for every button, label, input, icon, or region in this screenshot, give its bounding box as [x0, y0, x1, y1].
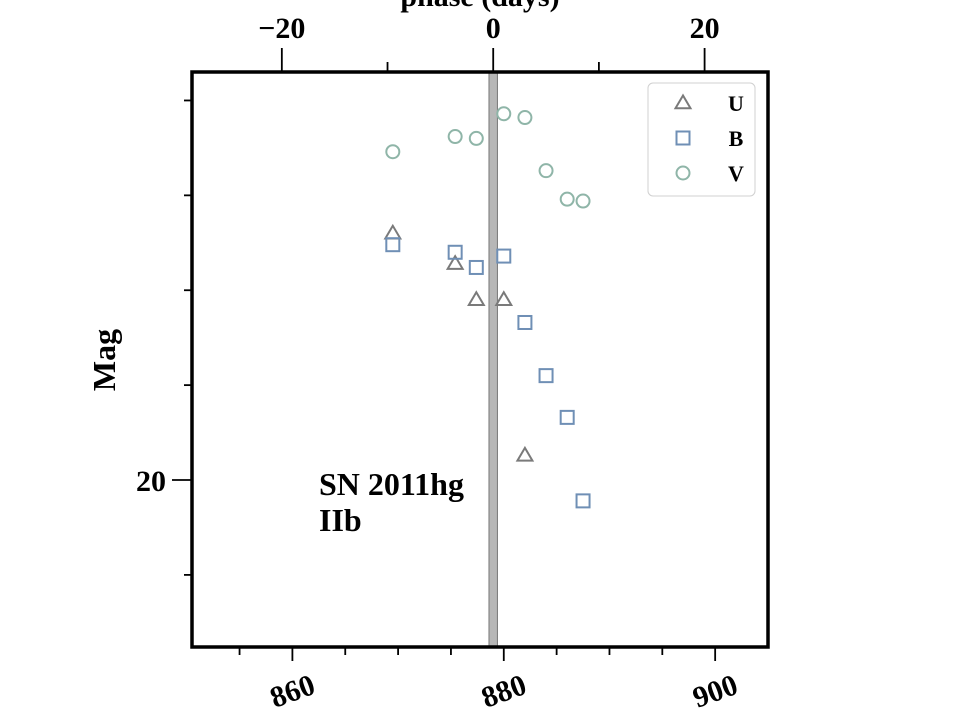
v-band-point	[517, 110, 533, 126]
u-band-point	[467, 290, 486, 306]
bottom-x-tick-label: 900	[689, 668, 743, 714]
v-band-point	[468, 130, 484, 146]
top-x-tick-label: 0	[486, 12, 501, 45]
legend-marker-b	[675, 130, 691, 146]
top-x-tick-label: 20	[690, 12, 720, 45]
top-x-axis-title: phase (days)	[400, 0, 559, 13]
y-axis-title: Mag	[86, 329, 122, 391]
axis-tick-labels: 860 880 900 −20 0 20 20	[136, 12, 742, 715]
v-band-point	[447, 129, 463, 145]
bottom-x-tick-label: 880	[477, 668, 531, 714]
bottom-x-tick-label: 860	[266, 668, 320, 714]
axis-ticks	[172, 48, 717, 661]
y-tick-label: 20	[136, 465, 166, 498]
legend: UBV	[647, 82, 756, 197]
u-band-point	[383, 223, 403, 240]
v-band-point	[575, 193, 591, 209]
explosion-epoch-band	[488, 71, 498, 648]
b-band-point	[496, 248, 512, 264]
b-band-point	[385, 237, 401, 253]
legend-label-u: U	[728, 91, 744, 116]
supernova-name-label: SN 2011hg	[319, 466, 464, 502]
legend-marker-u	[673, 93, 693, 110]
legend-marker-v	[675, 165, 691, 181]
u-band-point	[445, 254, 465, 270]
plot-frame	[190, 70, 770, 649]
legend-label-v: V	[728, 161, 744, 186]
v-band-point	[538, 163, 554, 179]
v-band-point	[559, 191, 575, 207]
supernova-type-label: IIb	[319, 502, 362, 538]
data-marks	[383, 106, 591, 509]
b-band-point	[575, 493, 591, 509]
u-band-point	[494, 290, 514, 306]
u-band-point	[515, 445, 535, 462]
b-band-point	[559, 409, 575, 425]
top-x-tick-label: −20	[258, 12, 305, 45]
b-band-point	[447, 244, 463, 260]
b-band-point	[468, 259, 484, 275]
legend-box	[647, 82, 756, 197]
legend-label-b: B	[729, 126, 744, 151]
b-band-point	[538, 368, 554, 384]
v-band-point	[496, 106, 512, 122]
v-band-point	[385, 144, 401, 160]
b-band-point	[517, 314, 533, 330]
